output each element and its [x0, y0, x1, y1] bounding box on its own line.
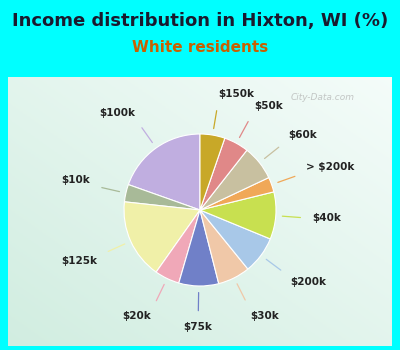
Wedge shape — [128, 134, 200, 210]
Wedge shape — [200, 134, 225, 210]
Wedge shape — [200, 210, 248, 284]
Text: $100k: $100k — [99, 108, 135, 118]
Text: $150k: $150k — [219, 89, 255, 99]
Wedge shape — [124, 184, 200, 210]
Text: City-Data.com: City-Data.com — [291, 93, 355, 102]
Wedge shape — [200, 192, 276, 239]
Wedge shape — [156, 210, 200, 283]
Wedge shape — [200, 150, 269, 210]
Text: $60k: $60k — [288, 130, 317, 140]
Text: $40k: $40k — [312, 214, 341, 223]
Text: $20k: $20k — [122, 312, 151, 321]
Text: Income distribution in Hixton, WI (%): Income distribution in Hixton, WI (%) — [12, 12, 388, 30]
Text: $200k: $200k — [290, 277, 326, 287]
Wedge shape — [200, 177, 274, 210]
Text: $125k: $125k — [62, 256, 98, 266]
Text: $75k: $75k — [184, 322, 212, 332]
Text: > $200k: > $200k — [306, 162, 354, 173]
Text: $10k: $10k — [62, 175, 90, 185]
Wedge shape — [179, 210, 219, 286]
Wedge shape — [200, 210, 270, 269]
Wedge shape — [200, 138, 247, 210]
Text: $30k: $30k — [250, 310, 279, 321]
Text: White residents: White residents — [132, 40, 268, 55]
Text: $50k: $50k — [254, 101, 282, 111]
Wedge shape — [124, 202, 200, 272]
